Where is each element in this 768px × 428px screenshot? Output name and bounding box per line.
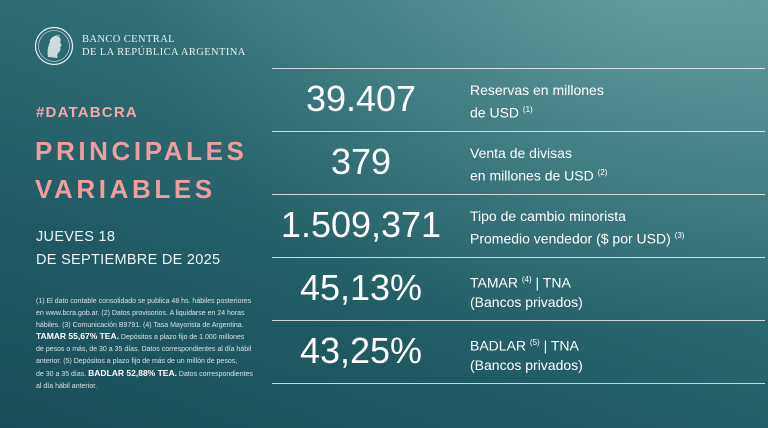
label-text: | TNA xyxy=(543,337,579,354)
note-line: TAMAR 55,67% TEA. Depósitos a plazo fijo… xyxy=(36,331,268,344)
label-line: de USD (1) xyxy=(470,100,604,123)
variable-row-badlar: 43,25% BADLAR (5) | TNA (Bancos privados… xyxy=(272,320,765,384)
bank-name: BANCO CENTRAL DE LA REPÚBLICA ARGENTINA xyxy=(82,33,246,59)
bank-name-line2: DE LA REPÚBLICA ARGENTINA xyxy=(82,47,246,58)
date: JUEVES 18 DE SEPTIEMBRE DE 2025 xyxy=(36,226,220,272)
note-line: de pesos o más, de 30 a 35 días. Datos c… xyxy=(36,346,252,354)
page-title: PRINCIPALES VARIABLES xyxy=(35,132,247,208)
tamar-tea: TAMAR 55,67% TEA. xyxy=(36,331,119,342)
date-line1: JUEVES 18 xyxy=(36,229,116,245)
footnotes: (1) El dato contable consolidado se publ… xyxy=(36,296,268,392)
footnote-ref: (4) xyxy=(521,275,532,284)
label-line: TAMAR (4) | TNA xyxy=(470,270,583,293)
note-line: hábiles. (3) Comunicación B9791. (4) Tas… xyxy=(36,321,244,329)
hashtag: #DATABCRA xyxy=(36,104,138,121)
badlar-value: 43,25% xyxy=(299,330,423,371)
note-text: de 30 a 35 días. xyxy=(36,370,89,378)
label-line: (Bancos privados) xyxy=(470,293,583,310)
badlar-label: BADLAR (5) | TNA (Bancos privados) xyxy=(470,333,583,375)
label-text: BADLAR xyxy=(470,337,527,354)
footnote-ref: (5) xyxy=(529,338,540,347)
divisas-label: Venta de divisas en millones de USD (2) xyxy=(470,144,607,186)
label-text: TAMAR xyxy=(470,274,518,291)
variables-table: 39.407 Reservas en millones de USD (1) 3… xyxy=(272,68,765,384)
note-text: Datos correspondientes xyxy=(176,370,253,378)
variable-row-tipo-cambio: 1.509,371 Tipo de cambio minorista Prome… xyxy=(272,194,765,257)
note-line: en www.bcra.gob.ar. (2) Datos provisorio… xyxy=(36,309,245,317)
tipo-cambio-value: 1.509,371 xyxy=(280,204,442,245)
label-line: Venta de divisas xyxy=(470,145,572,161)
footnote-ref: (3) xyxy=(674,231,685,240)
tamar-label: TAMAR (4) | TNA (Bancos privados) xyxy=(470,270,583,312)
title-line1: PRINCIPALES xyxy=(35,136,248,166)
tamar-value: 45,13% xyxy=(299,267,423,308)
variable-row-divisas: 379 Venta de divisas en millones de USD … xyxy=(272,131,765,194)
note-line: (1) El dato contable consolidado se publ… xyxy=(36,298,252,305)
note-text: Depósitos a plazo fijo de 1.000 millones xyxy=(118,334,245,342)
label-text: de USD xyxy=(470,104,520,121)
label-line: Promedio vendedor ($ por USD) (3) xyxy=(470,226,684,249)
title-line2: VARIABLES xyxy=(35,174,216,204)
bank-name-line1: BANCO CENTRAL xyxy=(82,34,175,45)
label-line: Reservas en millones xyxy=(470,82,604,98)
date-line2: DE SEPTIEMBRE DE 2025 xyxy=(36,252,221,268)
reservas-value: 39.407 xyxy=(305,78,417,119)
seal-icon xyxy=(34,26,74,66)
note-line: de 30 a 35 días. BADLAR 52,88% TEA. Dato… xyxy=(36,368,268,381)
badlar-tea: BADLAR 52,88% TEA. xyxy=(88,367,177,378)
label-text: en millones de USD xyxy=(470,167,594,184)
tipo-cambio-label: Tipo de cambio minorista Promedio vended… xyxy=(470,207,684,249)
footnote-ref: (2) xyxy=(597,168,608,177)
variable-row-reservas: 39.407 Reservas en millones de USD (1) xyxy=(272,68,765,131)
label-line: en millones de USD (2) xyxy=(470,163,607,186)
label-text: Promedio vendedor ($ por USD) xyxy=(470,230,671,247)
note-line: al día hábil anterior. xyxy=(36,382,98,390)
variable-row-tamar: 45,13% TAMAR (4) | TNA (Bancos privados) xyxy=(272,257,765,320)
reservas-label: Reservas en millones de USD (1) xyxy=(470,81,604,123)
divisas-value: 379 xyxy=(330,141,392,182)
label-line: Tipo de cambio minorista xyxy=(470,208,626,224)
bcra-logo: BANCO CENTRAL DE LA REPÚBLICA ARGENTINA xyxy=(34,26,246,66)
footnote-ref: (1) xyxy=(522,105,533,114)
label-text: | TNA xyxy=(535,274,571,291)
label-line: BADLAR (5) | TNA xyxy=(470,333,583,356)
label-line: (Bancos privados) xyxy=(470,356,583,373)
note-line: anterior. (5) Depósitos a plazo fijo de … xyxy=(36,357,238,365)
